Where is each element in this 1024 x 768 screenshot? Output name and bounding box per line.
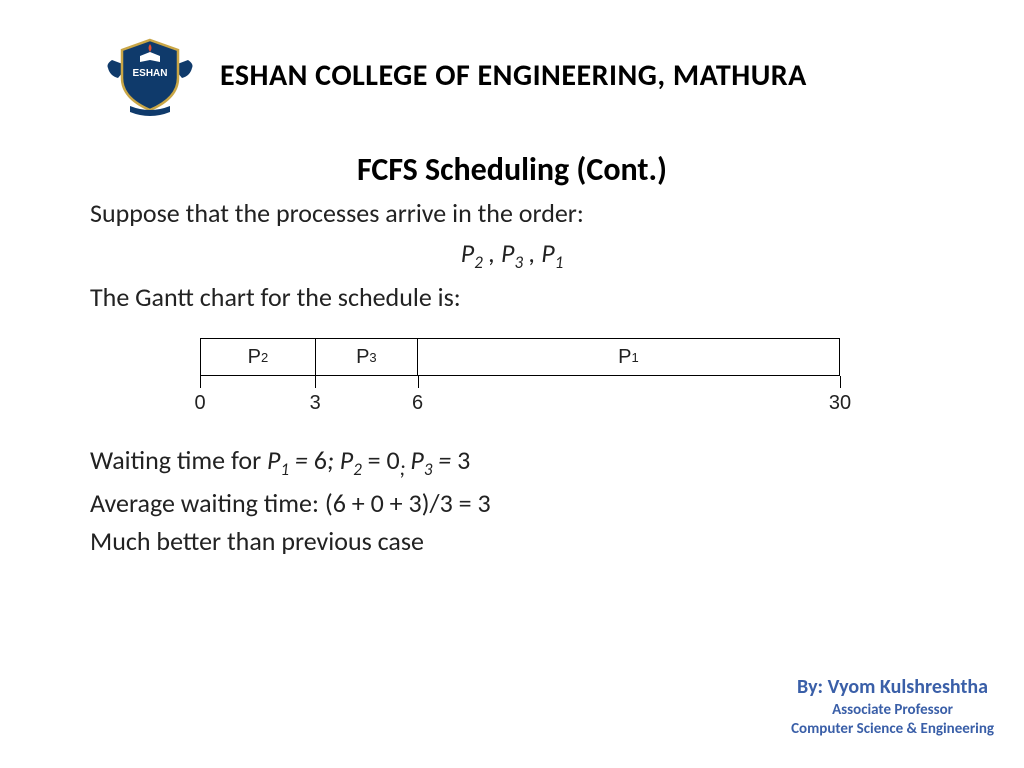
author-title: Associate Professor: [791, 701, 994, 719]
p1-sub: 1: [555, 252, 564, 273]
gantt-intro: The Gantt chart for the schedule is:: [90, 281, 934, 313]
gantt-row: P2P3P1: [200, 338, 840, 376]
gantt-chart: P2P3P1 0 3 6 30: [90, 338, 934, 414]
avg-wait: Average waiting time: (6 + 0 + 3)/3 = 3: [90, 487, 934, 519]
slide-title: FCFS Scheduling (Cont.): [0, 150, 1024, 189]
p1-label: P: [541, 237, 554, 269]
waiting-times: Waiting time for P1 = 6; P2 = 0; P3 = 3: [90, 444, 934, 481]
comparison: Much better than previous case: [90, 525, 934, 557]
gantt-cell: P2: [201, 339, 316, 375]
gantt-cell: P1: [418, 339, 839, 375]
author-footer: By: Vyom Kulshreshtha Associate Professo…: [791, 675, 994, 738]
slide-content: Suppose that the processes arrive in the…: [0, 197, 1024, 557]
gantt-cell: P3: [316, 339, 418, 375]
p2-label: P: [461, 237, 474, 269]
p3-label: P: [501, 237, 514, 269]
gantt-ticks: [200, 376, 840, 390]
p2-sub: 2: [474, 252, 483, 273]
author-dept: Computer Science & Engineering: [791, 720, 994, 738]
gantt-labels: 03630: [200, 390, 840, 414]
p3-sub: 3: [514, 252, 523, 273]
intro-text: Suppose that the processes arrive in the…: [90, 197, 934, 229]
author-name: By: Vyom Kulshreshtha: [791, 675, 994, 699]
gantt-tick-label: 0: [194, 392, 205, 415]
gantt-tick-label: 30: [829, 392, 851, 415]
gantt-tick-label: 3: [310, 392, 321, 415]
college-name: ESHAN COLLEGE OF ENGINEERING, MATHURA: [220, 57, 807, 94]
gantt-tick-label: 6: [412, 392, 423, 415]
process-order: P2 , P3 , P1: [90, 237, 934, 273]
svg-text:ESHAN: ESHAN: [132, 68, 167, 79]
college-logo: ESHAN: [100, 30, 200, 120]
slide-header: ESHAN ESHAN COLLEGE OF ENGINEERING, MATH…: [0, 0, 1024, 130]
